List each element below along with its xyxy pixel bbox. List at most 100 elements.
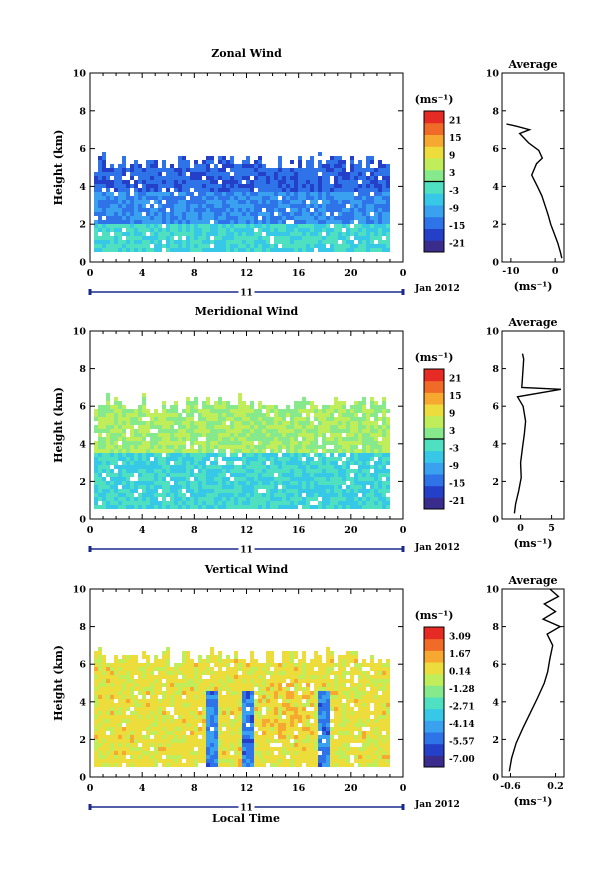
heatmap-cell [258,477,262,481]
heatmap-cell [210,691,214,695]
heatmap-cell [194,663,198,667]
heatmap-cell [210,703,214,707]
x-tick-label: 16 [292,525,306,536]
heatmap-cell [134,719,138,723]
heatmap-cell [94,429,98,433]
heatmap-cell [94,501,98,505]
heatmap-cell [126,723,130,727]
heatmap-cell [366,473,370,477]
heatmap-cell [146,711,150,715]
heatmap-cell [346,445,350,449]
heatmap-cell [322,405,326,409]
heatmap-cell [346,409,350,413]
colorbar-segment [424,158,444,171]
heatmap-cell [182,667,186,671]
heatmap-cell [130,671,134,675]
heatmap-cell [138,715,142,719]
heatmap-cell [226,445,230,449]
heatmap-cell [206,156,210,160]
heatmap-cell [166,409,170,413]
heatmap-cell [310,465,314,469]
heatmap-cell [274,739,278,743]
x-tick-label: 12 [240,525,253,536]
heatmap-cell [170,763,174,767]
heatmap-cell [138,192,142,196]
heatmap-cell [190,707,194,711]
heatmap-cell [214,755,218,759]
heatmap-cell [102,244,106,248]
heatmap-cell [290,651,294,655]
heatmap-cell [182,675,186,679]
heatmap-cell [338,216,342,220]
heatmap-cell [110,735,114,739]
heatmap-cell [210,168,214,172]
heatmap-cell [358,232,362,236]
heatmap-cell [170,703,174,707]
heatmap-cell [218,755,222,759]
profile-x-tick-label: -10 [502,266,520,277]
heatmap-cell [162,176,166,180]
heatmap-cell [102,180,106,184]
heatmap-cell [326,485,330,489]
heatmap-cell [250,248,254,252]
heatmap-cell [118,699,122,703]
heatmap-cell [98,240,102,244]
heatmap-cell [134,240,138,244]
heatmap-cell [202,489,206,493]
heatmap-cell [374,429,378,433]
heatmap-cell [246,168,250,172]
heatmap-cell [114,433,118,437]
heatmap-cell [358,465,362,469]
heatmap-cell [282,477,286,481]
heatmap-cell [350,421,354,425]
heatmap-cell [186,759,190,763]
heatmap-cell [218,477,222,481]
heatmap-cell [234,655,238,659]
heatmap-cell [170,236,174,240]
heatmap-cell [234,413,238,417]
heatmap-cell [194,204,198,208]
heatmap-cell [342,417,346,421]
heatmap-cell [122,188,126,192]
heatmap-cell [122,501,126,505]
heatmap-cell [130,751,134,755]
heatmap-cell [178,485,182,489]
heatmap-cell [230,671,234,675]
heatmap-cell [218,228,222,232]
heatmap-cell [230,240,234,244]
heatmap-cell [378,481,382,485]
heatmap-cell [286,723,290,727]
heatmap-cell [146,465,150,469]
heatmap-cell [246,228,250,232]
heatmap-cell [330,493,334,497]
heatmap-cell [134,501,138,505]
heatmap-cell [166,695,170,699]
heatmap-cell [118,675,122,679]
profile-y-tick-label: 6 [492,144,499,155]
heatmap-cell [142,437,146,441]
heatmap-cell [146,236,150,240]
heatmap-cell [210,743,214,747]
heatmap-cell [150,473,154,477]
heatmap-cell [174,240,178,244]
heatmap-cell [354,505,358,509]
heatmap-cell [142,401,146,405]
heatmap-cell [246,409,250,413]
heatmap-cell [286,449,290,453]
heatmap-cell [330,216,334,220]
heatmap-cell [254,184,258,188]
heatmap-cell [126,683,130,687]
heatmap-cell [366,224,370,228]
heatmap-cell [234,763,238,767]
heatmap-cell [226,236,230,240]
heatmap-cell [134,679,138,683]
heatmap-cell [174,244,178,248]
heatmap-cell [242,719,246,723]
heatmap-cell [346,473,350,477]
heatmap-cell [130,168,134,172]
heatmap-cell [274,731,278,735]
heatmap-cell [334,160,338,164]
heatmap-cell [374,180,378,184]
heatmap-cell [338,489,342,493]
heatmap-cell [378,240,382,244]
